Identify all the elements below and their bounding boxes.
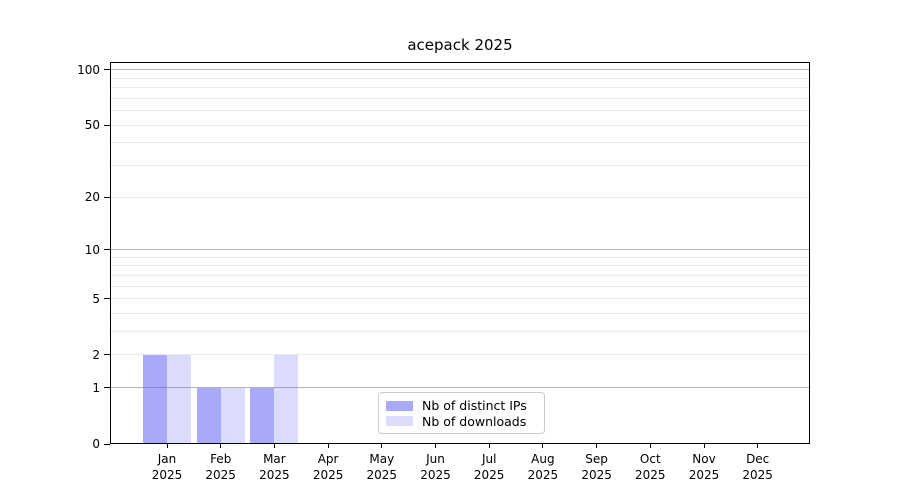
y-tick-mark — [104, 249, 110, 250]
y-tick-label: 100 — [77, 62, 100, 77]
y-tick-label: 10 — [84, 242, 100, 257]
y-tick-mark — [104, 196, 110, 198]
gridline-minor — [111, 285, 809, 287]
y-tick-label: 5 — [92, 291, 100, 306]
legend-label-downloads: Nb of downloads — [422, 413, 527, 429]
gridline-minor — [111, 354, 809, 356]
gridline-minor — [111, 87, 809, 89]
x-tick-label: Aug 2025 — [527, 452, 559, 482]
y-tick-label: 20 — [84, 190, 100, 205]
x-tick-mark — [273, 444, 275, 448]
legend: Nb of distinct IPs Nb of downloads — [378, 392, 545, 434]
y-tick-label: 2 — [92, 347, 100, 362]
gridline-minor — [111, 312, 809, 314]
gridline-minor — [111, 124, 809, 126]
bar-downloads-mar — [274, 354, 299, 443]
legend-item-distinct-ips: Nb of distinct IPs — [386, 398, 536, 414]
gridline-major — [111, 249, 809, 250]
y-tick-mark — [104, 443, 110, 445]
x-tick-label: May 2025 — [366, 452, 398, 482]
gridline-major — [111, 69, 809, 71]
bar-distinct-ips-mar — [250, 387, 275, 443]
y-tick-mark — [104, 298, 110, 300]
x-tick-label: Apr 2025 — [312, 452, 344, 482]
x-tick-mark — [703, 444, 705, 448]
x-tick-label: Mar 2025 — [259, 452, 290, 482]
legend-swatch-downloads — [386, 416, 413, 427]
x-tick-label: Dec 2025 — [742, 452, 773, 482]
y-tick-mark — [104, 387, 110, 389]
y-tick-label: 1 — [92, 380, 100, 395]
bar-downloads-feb — [220, 387, 245, 443]
y-tick-mark — [104, 69, 110, 71]
chart-title: acepack 2025 — [407, 36, 513, 54]
x-tick-mark — [542, 444, 544, 448]
x-tick-mark — [381, 444, 383, 448]
x-tick-label: Oct 2025 — [635, 452, 666, 482]
x-tick-mark — [435, 444, 436, 448]
legend-swatch-distinct-ips — [386, 400, 413, 411]
bar-distinct-ips-feb — [196, 387, 221, 443]
x-tick-mark — [649, 444, 651, 448]
bar-distinct-ips-jan — [143, 354, 167, 443]
x-tick-label: Jan 2025 — [151, 452, 183, 482]
y-tick-label: 50 — [84, 118, 100, 133]
x-tick-mark — [596, 444, 598, 448]
gridline-major — [111, 387, 809, 389]
x-tick-label: Sep 2025 — [581, 452, 612, 482]
x-tick-label: Jul 2025 — [473, 452, 505, 482]
gridline-minor — [111, 298, 809, 300]
gridline-minor — [111, 77, 809, 79]
y-tick-mark — [104, 354, 110, 356]
y-tick-mark — [104, 124, 110, 126]
x-tick-mark — [166, 444, 168, 448]
legend-item-downloads: Nb of downloads — [386, 414, 536, 430]
x-tick-label: Nov 2025 — [688, 452, 720, 482]
gridline-minor — [111, 265, 809, 267]
gridline-minor — [111, 110, 809, 112]
gridline-minor — [111, 142, 809, 144]
bar-downloads-jan — [167, 354, 191, 443]
x-tick-mark — [757, 444, 759, 448]
gridline-minor — [111, 97, 809, 99]
legend-label-distinct-ips: Nb of distinct IPs — [422, 398, 527, 414]
y-tick-label: 0 — [92, 437, 100, 451]
gridline-minor — [111, 196, 809, 198]
gridline-minor — [111, 274, 809, 276]
x-tick-label: Feb 2025 — [205, 452, 236, 482]
gridline-minor — [111, 164, 809, 166]
gridline-minor — [111, 256, 809, 258]
gridline-minor — [111, 331, 809, 333]
x-tick-mark — [327, 444, 329, 448]
x-tick-label: Jun 2025 — [420, 452, 451, 482]
x-tick-mark — [220, 444, 222, 448]
x-tick-mark — [488, 444, 490, 448]
